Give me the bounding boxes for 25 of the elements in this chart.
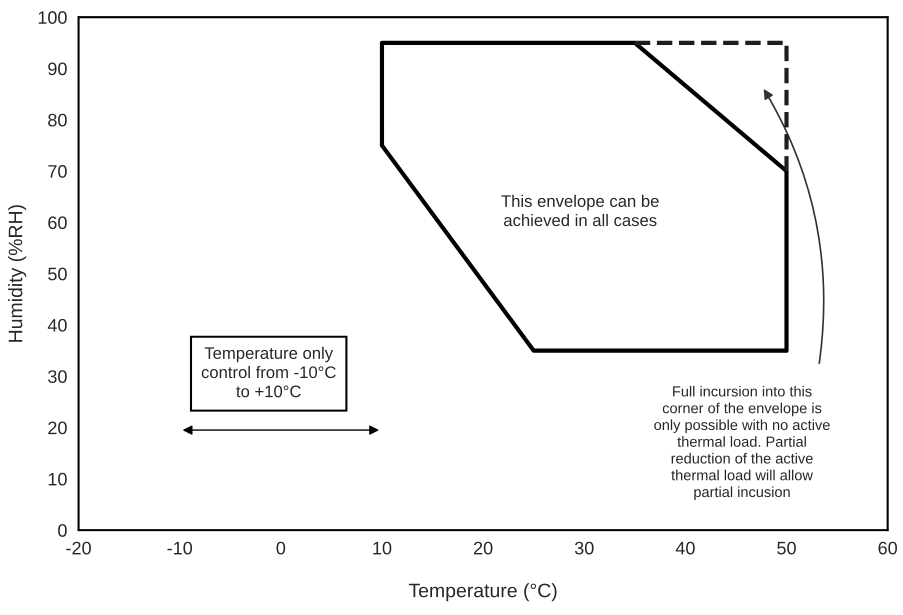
y-tick-label: 90 xyxy=(48,62,67,76)
y-tick-label: 100 xyxy=(38,11,67,24)
y-tick-label: 20 xyxy=(48,421,67,434)
x-tick-label: -20 xyxy=(66,542,91,555)
y-tick-label: 30 xyxy=(48,370,67,383)
y-tick-label: 60 xyxy=(48,216,67,230)
x-tick-label: 50 xyxy=(777,542,796,555)
x-tick-label: -10 xyxy=(167,542,192,555)
y-tick-label: 70 xyxy=(48,165,67,178)
annotation: Temperature only control from -10°C to +10°C xyxy=(202,346,336,398)
y-axis-title: Humidity (%RH) xyxy=(8,205,26,342)
x-tick-label: 0 xyxy=(276,542,286,555)
y-tick-label: 50 xyxy=(48,268,67,280)
x-axis-title: Temperature (°C) xyxy=(408,583,557,602)
x-tick-label: 40 xyxy=(676,542,695,555)
y-tick-label: 40 xyxy=(48,318,67,332)
annotation: Full incursion into this corner of the envelope is only possible with no active thermal load. Partial reduction of the active thermal load will allow partial incusion xyxy=(654,386,830,500)
y-tick-label: 10 xyxy=(48,472,67,486)
x-tick-label: 20 xyxy=(474,542,492,555)
x-tick-label: 60 xyxy=(878,542,897,555)
x-tick-label: 30 xyxy=(574,542,594,555)
y-tick-label: 0 xyxy=(58,524,67,537)
x-tick-label: 10 xyxy=(373,542,392,555)
y-tick-label: 80 xyxy=(48,114,67,127)
annotation: This envelope can be achieved in all cases xyxy=(501,194,659,226)
